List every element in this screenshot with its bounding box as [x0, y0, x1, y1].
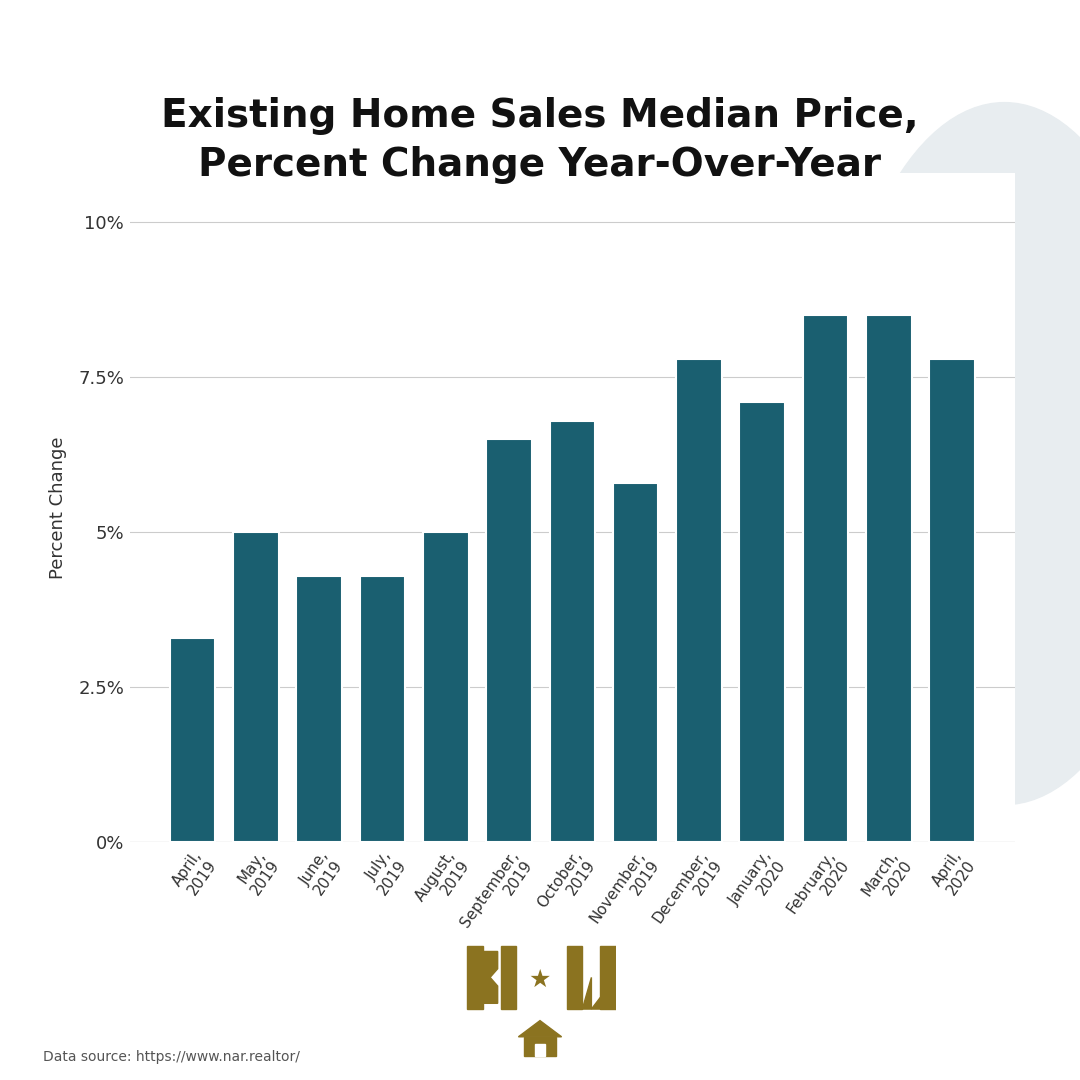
- Bar: [524, 1037, 556, 1056]
- Text: Data source: https://www.nar.realtor/: Data source: https://www.nar.realtor/: [43, 1050, 300, 1064]
- Bar: [802, 315, 849, 842]
- Polygon shape: [567, 977, 592, 1009]
- Bar: [930, 359, 975, 842]
- Polygon shape: [518, 1021, 562, 1037]
- Bar: [613, 483, 659, 842]
- Bar: [296, 576, 342, 842]
- Bar: [866, 315, 912, 842]
- Y-axis label: Percent Change: Percent Change: [49, 436, 67, 579]
- Bar: [600, 946, 616, 1009]
- Polygon shape: [592, 977, 616, 1009]
- Bar: [468, 946, 483, 1009]
- Bar: [567, 946, 582, 1009]
- Bar: [360, 576, 405, 842]
- Text: ★: ★: [529, 969, 551, 993]
- Bar: [676, 359, 721, 842]
- Bar: [233, 532, 279, 842]
- Bar: [501, 946, 516, 1009]
- Bar: [486, 440, 531, 842]
- Bar: [740, 402, 785, 842]
- Bar: [423, 532, 469, 842]
- Bar: [550, 421, 595, 842]
- Text: Existing Home Sales Median Price,
Percent Change Year-Over-Year: Existing Home Sales Median Price, Percen…: [161, 97, 919, 184]
- Polygon shape: [483, 969, 498, 1003]
- Bar: [170, 638, 215, 842]
- Polygon shape: [483, 951, 498, 986]
- Bar: [535, 1043, 545, 1056]
